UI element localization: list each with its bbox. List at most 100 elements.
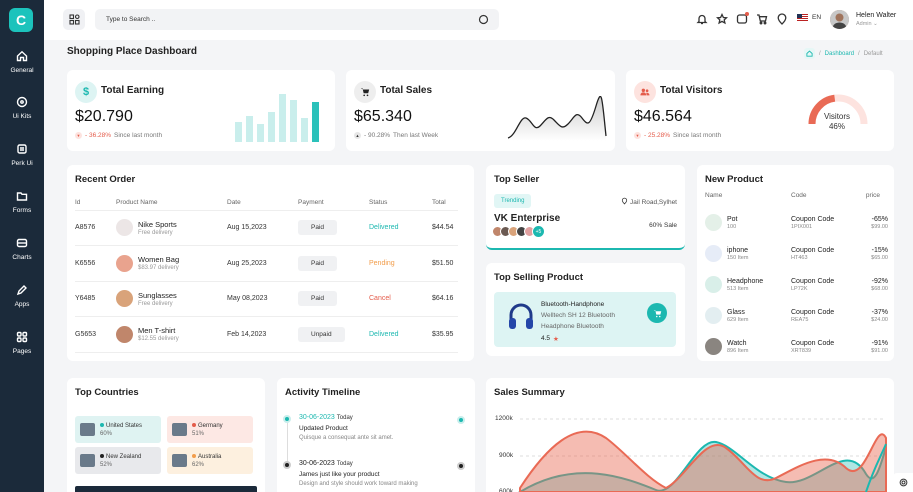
list-item[interactable]: Watch 896 Item Coupon Code XRT839 -91% $91.… <box>705 331 888 362</box>
location-icon[interactable] <box>776 13 788 25</box>
nav-label: Charts <box>12 254 32 261</box>
status-badge: Delivered <box>369 210 432 246</box>
top-seller-card: Top Seller Trending Jail Road,Sylhet VK … <box>486 165 685 250</box>
status-badge: Delivered <box>369 316 432 353</box>
price: $24.00 <box>871 316 888 323</box>
avatar[interactable] <box>830 10 849 29</box>
user-name[interactable]: Helen Walter <box>856 12 897 19</box>
column-header: Id <box>75 196 116 211</box>
payment-badge[interactable]: Unpaid <box>298 326 345 342</box>
nav-item-apps[interactable]: Apps <box>0 276 44 316</box>
y-tick-label: 600k <box>499 488 514 492</box>
nav-item-general[interactable]: General <box>0 42 44 82</box>
card-title: Sales Summary <box>494 387 565 398</box>
stat-card-earning: $ Total Earning $20.790 ▼ - 36.28% Since l… <box>67 70 335 151</box>
product-image <box>116 325 133 343</box>
language-selector[interactable]: EN <box>797 14 821 21</box>
stat-period: Since last month <box>114 132 163 139</box>
country-item[interactable]: Germany 51% <box>167 416 253 443</box>
chevron-down-icon: ⌄ <box>873 21 878 27</box>
top-selling-product-card: Top Selling Product Bluetooth-Handphone … <box>486 263 685 356</box>
timeline-date: 30-06-2023 <box>299 460 335 467</box>
timeline-item[interactable]: 30-06-2023 Today James just like your pr… <box>299 460 418 487</box>
timeline-dot <box>283 461 291 469</box>
country-dot <box>192 453 196 458</box>
star-icon[interactable] <box>715 12 729 25</box>
location-text: Jail Road,Sylhet <box>630 198 677 206</box>
breadcrumb-dashboard[interactable]: Dashboard <box>824 50 855 57</box>
order-id: G5653 <box>75 316 116 353</box>
nav-label: Ui Kits <box>12 113 32 120</box>
list-item[interactable]: iphone 150 Item Coupon Code HT463 -15% $65.… <box>705 238 888 269</box>
price: $65.00 <box>871 254 888 261</box>
country-name: New Zealand <box>106 453 142 460</box>
breadcrumb: / Dashboard / Default <box>804 48 883 59</box>
card-title: Recent Order <box>75 174 136 185</box>
product-delivery: $83.97 delivery <box>138 265 179 272</box>
product-image <box>116 254 133 272</box>
nav-label: Perk Ui <box>11 160 33 167</box>
trending-badge[interactable]: Trending <box>494 194 532 208</box>
product-delivery: Free delivery <box>138 229 173 236</box>
pen-icon <box>16 285 27 296</box>
card-title: New Product <box>705 174 764 185</box>
user-role[interactable]: Admin ⌄ <box>856 21 878 27</box>
order-total: $51.50 <box>432 245 458 282</box>
product-delivery: $12.55 delivery <box>138 336 179 343</box>
settings-button[interactable] <box>893 473 913 492</box>
search-bar <box>95 9 499 30</box>
table-row[interactable]: G5653 Men T-shirt $12.55 delivery Feb 14,… <box>75 316 458 353</box>
folder-icon <box>16 192 28 201</box>
order-total: $35.95 <box>432 316 458 353</box>
nav-item-charts[interactable]: Charts <box>0 229 44 269</box>
column-header: Total <box>432 196 458 211</box>
country-item[interactable]: Australia 62% <box>167 447 253 474</box>
list-item[interactable]: Pot 100 Coupon Code 1PIX001 -65% $99.00 <box>705 207 888 238</box>
cart-icon[interactable] <box>756 13 768 25</box>
product-stock: 150 Item <box>727 254 749 261</box>
more-avatars-badge[interactable]: +5 <box>532 225 545 238</box>
arrow-down-icon: ▼ <box>75 132 82 139</box>
column-header: Date <box>227 196 298 211</box>
us-flag-icon <box>797 14 808 21</box>
nav-item-forms[interactable]: Forms <box>0 182 44 222</box>
chat-icon[interactable] <box>736 12 749 25</box>
product-image <box>705 245 722 262</box>
nav-item-ui-kits[interactable]: Ui Kits <box>0 88 44 128</box>
table-row[interactable]: Y6485 Sunglasses Free delivery May 08,202… <box>75 281 458 317</box>
app-grid-button[interactable] <box>63 9 85 30</box>
coupon-code: HT463 <box>791 254 808 261</box>
nav-item-perk-ui[interactable]: Perk Ui <box>0 135 44 175</box>
bell-icon[interactable] <box>696 13 708 25</box>
home-icon[interactable] <box>804 48 815 59</box>
payment-badge[interactable]: Paid <box>298 291 338 307</box>
country-pct: 60% <box>100 430 113 437</box>
payment-badge[interactable]: Paid <box>298 220 338 236</box>
table-row[interactable]: A8576 Nike Sports Free delivery Aug 15,20… <box>75 210 458 246</box>
status-badge: Pending <box>369 245 432 282</box>
table-row[interactable]: K6556 Women Bag $83.97 delivery Aug 25,20… <box>75 245 458 282</box>
country-item[interactable]: United States 60% <box>75 416 161 443</box>
search-input[interactable] <box>106 16 466 23</box>
topbar: EN Helen Walter Admin ⌄ <box>44 0 913 40</box>
timeline-item[interactable]: 30-06-2023 Today Updated Product Quisque… <box>299 414 393 441</box>
list-item[interactable]: Glass 629 Item Coupon Code REA75 -37% $24.0… <box>705 300 888 331</box>
coupon-code: LP72K <box>791 285 808 292</box>
search-icon[interactable] <box>478 14 489 25</box>
list-item[interactable]: Headphone 513 Item Coupon Code LP72K -92% $… <box>705 269 888 300</box>
country-name: Australia <box>198 453 222 460</box>
grid-icon <box>16 331 28 343</box>
column-header: Product Name <box>116 196 227 211</box>
column-header: Code <box>791 192 807 199</box>
stat-title: Total Sales <box>380 85 433 96</box>
order-date: Aug 15,2023 <box>227 210 298 246</box>
payment-badge[interactable]: Paid <box>298 255 338 271</box>
app-logo[interactable]: C <box>9 8 33 32</box>
card-title: Activity Timeline <box>285 387 361 398</box>
product-image <box>705 214 722 231</box>
country-item[interactable]: New Zealand 52% <box>75 447 161 474</box>
nav-item-pages[interactable]: Pages <box>0 323 44 363</box>
map-preview <box>75 486 257 492</box>
add-to-cart-button[interactable] <box>647 303 667 323</box>
orders-table: Id Product Name Date Payment Status Tota… <box>75 196 458 353</box>
